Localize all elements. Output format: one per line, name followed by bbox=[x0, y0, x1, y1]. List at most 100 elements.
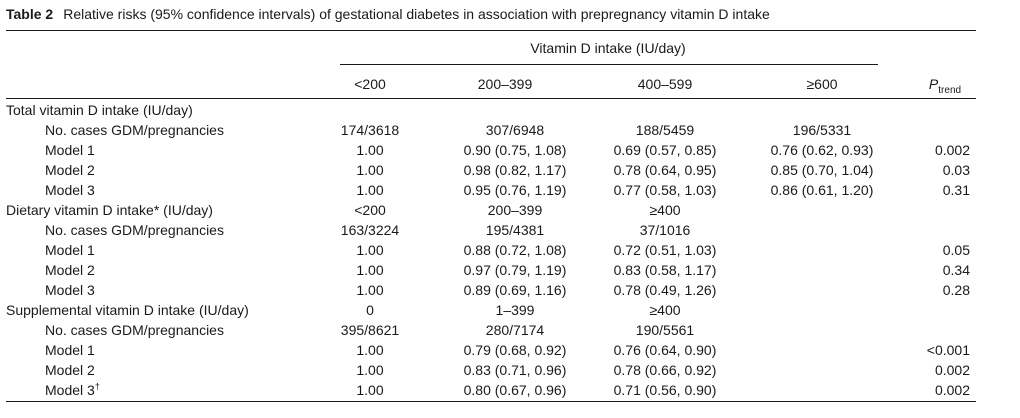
p-trend-main: P bbox=[928, 76, 939, 92]
cell-col-1: 1.00 bbox=[356, 262, 384, 278]
table-caption: Table 2 Relative risks (95% confidence in… bbox=[6, 6, 770, 22]
cell-col-2: 0.95 (0.76, 1.19) bbox=[463, 182, 567, 198]
row-label-text: Model 2 bbox=[45, 362, 95, 378]
cell-p-trend: 0.002 bbox=[934, 382, 970, 398]
cell-p-trend: 0.002 bbox=[934, 142, 970, 158]
table-row: Model 2 1.00 0.98 (0.82, 1.17) 0.78 (0.64, … bbox=[0, 160, 1020, 180]
row-label-text: No. cases GDM/pregnancies bbox=[45, 222, 224, 238]
row-label-text: Model 2 bbox=[45, 162, 95, 178]
p-trend-subscript: trend bbox=[938, 84, 962, 96]
row-label: Model 1 bbox=[45, 240, 95, 260]
cell-col-2: 0.79 (0.68, 0.92) bbox=[463, 342, 567, 358]
cell-col-2: 195/4381 bbox=[485, 222, 545, 238]
cell-p-trend: 0.28 bbox=[942, 282, 970, 298]
cell-col-1: 0 bbox=[366, 302, 374, 318]
cell-col-1: 163/3224 bbox=[340, 222, 400, 238]
row-label-text: Model 3 bbox=[45, 382, 95, 398]
cell-col-2: 1–399 bbox=[495, 302, 535, 318]
row-label-text: Model 1 bbox=[45, 342, 95, 358]
cell-p-trend: 0.34 bbox=[942, 262, 970, 278]
table-row: Model 1 1.00 0.79 (0.68, 0.92) 0.76 (0.64, … bbox=[0, 340, 1020, 360]
spanning-header-rule bbox=[340, 64, 878, 65]
cell-col-2: 280/7174 bbox=[485, 322, 545, 338]
cell-col-1: 1.00 bbox=[356, 182, 384, 198]
row-label: Model 1 bbox=[45, 340, 95, 360]
table-row: Model 3† 1.00 0.80 (0.67, 0.96) 0.71 (0.56,… bbox=[0, 380, 1020, 400]
cell-col-3: 0.83 (0.58, 1.17) bbox=[613, 262, 717, 278]
table-caption-text: Relative risks (95% confidence intervals… bbox=[63, 6, 770, 22]
column-header-p-trend: Ptrend bbox=[929, 76, 961, 96]
bottom-rule bbox=[6, 401, 976, 402]
cell-col-3: 0.78 (0.49, 1.26) bbox=[613, 282, 717, 298]
row-label: Supplemental vitamin D intake (IU/day) bbox=[6, 300, 249, 320]
cell-col-1: 1.00 bbox=[356, 342, 384, 358]
vitamin-d-intake-spanning-header: Vitamin D intake (IU/day) bbox=[530, 40, 686, 56]
row-label: No. cases GDM/pregnancies bbox=[45, 220, 224, 240]
table-row: Model 2 1.00 0.97 (0.79, 1.19) 0.83 (0.58, … bbox=[0, 260, 1020, 280]
cell-p-trend: <0.001 bbox=[926, 342, 970, 358]
footnote-marker: † bbox=[94, 381, 100, 392]
table-row: No. cases GDM/pregnancies 163/3224 195/438… bbox=[0, 220, 1020, 240]
cell-col-3: 0.78 (0.64, 0.95) bbox=[613, 162, 717, 178]
row-label-text: Model 1 bbox=[45, 142, 95, 158]
row-label: Model 3† bbox=[45, 380, 100, 400]
cell-p-trend: 0.002 bbox=[934, 362, 970, 378]
cell-col-2: 200–399 bbox=[487, 202, 543, 218]
cell-col-3: 0.69 (0.57, 0.85) bbox=[613, 142, 717, 158]
row-label-text: No. cases GDM/pregnancies bbox=[45, 122, 224, 138]
table-row: Model 1 1.00 0.90 (0.75, 1.08) 0.69 (0.57, … bbox=[0, 140, 1020, 160]
cell-p-trend: 0.31 bbox=[942, 182, 970, 198]
row-label: Model 1 bbox=[45, 140, 95, 160]
cell-col-2: 0.97 (0.79, 1.19) bbox=[463, 262, 567, 278]
table-caption-label: Table 2 bbox=[6, 6, 54, 22]
row-label: Model 3 bbox=[45, 180, 95, 200]
cell-col-1: 395/8621 bbox=[340, 322, 400, 338]
cell-col-2: 0.83 (0.71, 0.96) bbox=[463, 362, 567, 378]
row-label-text: Total vitamin D intake (IU/day) bbox=[6, 102, 193, 118]
column-header-200-399: 200–399 bbox=[477, 76, 533, 92]
cell-col-4: 0.85 (0.70, 1.04) bbox=[770, 162, 874, 178]
column-header-lt200: <200 bbox=[354, 76, 386, 92]
cell-col-3: 37/1016 bbox=[639, 222, 691, 238]
cell-col-3: 0.72 (0.51, 1.03) bbox=[613, 242, 717, 258]
table-row: Model 3 1.00 0.95 (0.76, 1.19) 0.77 (0.58, … bbox=[0, 180, 1020, 200]
row-label: Model 2 bbox=[45, 260, 95, 280]
cell-col-2: 307/6948 bbox=[485, 122, 545, 138]
cell-col-4: 196/5331 bbox=[792, 122, 852, 138]
row-label-text: Dietary vitamin D intake* (IU/day) bbox=[6, 202, 213, 218]
cell-col-3: 0.71 (0.56, 0.90) bbox=[613, 382, 717, 398]
table-row: Dietary vitamin D intake* (IU/day) <200 20… bbox=[0, 200, 1020, 220]
row-label: No. cases GDM/pregnancies bbox=[45, 320, 224, 340]
cell-col-4: 0.76 (0.62, 0.93) bbox=[770, 142, 874, 158]
cell-col-3: ≥400 bbox=[649, 302, 681, 318]
row-label-text: Model 1 bbox=[45, 242, 95, 258]
table-row: Supplemental vitamin D intake (IU/day) 0 1… bbox=[0, 300, 1020, 320]
row-label-text: Model 3 bbox=[45, 282, 95, 298]
table-row: Model 3 1.00 0.89 (0.69, 1.16) 0.78 (0.49, … bbox=[0, 280, 1020, 300]
cell-col-4: 0.86 (0.61, 1.20) bbox=[770, 182, 874, 198]
row-label: Model 2 bbox=[45, 360, 95, 380]
cell-col-3: 0.77 (0.58, 1.03) bbox=[613, 182, 717, 198]
cell-col-3: ≥400 bbox=[649, 202, 681, 218]
table-row: No. cases GDM/pregnancies 174/3618 307/694… bbox=[0, 120, 1020, 140]
cell-col-1: 1.00 bbox=[356, 282, 384, 298]
cell-col-2: 0.80 (0.67, 0.96) bbox=[463, 382, 567, 398]
row-label: Dietary vitamin D intake* (IU/day) bbox=[6, 200, 213, 220]
table-row: Model 1 1.00 0.88 (0.72, 1.08) 0.72 (0.51, … bbox=[0, 240, 1020, 260]
cell-p-trend: 0.03 bbox=[942, 162, 970, 178]
cell-col-2: 0.90 (0.75, 1.08) bbox=[463, 142, 567, 158]
cell-col-3: 190/5561 bbox=[635, 322, 695, 338]
cell-col-3: 0.78 (0.66, 0.92) bbox=[613, 362, 717, 378]
cell-col-1: 1.00 bbox=[356, 382, 384, 398]
table-row: Total vitamin D intake (IU/day) bbox=[0, 100, 1020, 120]
cell-col-3: 0.76 (0.64, 0.90) bbox=[613, 342, 717, 358]
cell-col-2: 0.98 (0.82, 1.17) bbox=[463, 162, 567, 178]
cell-col-1: 1.00 bbox=[356, 242, 384, 258]
row-label: Model 3 bbox=[45, 280, 95, 300]
row-label-text: Model 2 bbox=[45, 262, 95, 278]
cell-p-trend: 0.05 bbox=[942, 242, 970, 258]
column-header-400-599: 400–599 bbox=[637, 76, 693, 92]
row-label-text: No. cases GDM/pregnancies bbox=[45, 322, 224, 338]
cell-col-2: 0.89 (0.69, 1.16) bbox=[463, 282, 567, 298]
